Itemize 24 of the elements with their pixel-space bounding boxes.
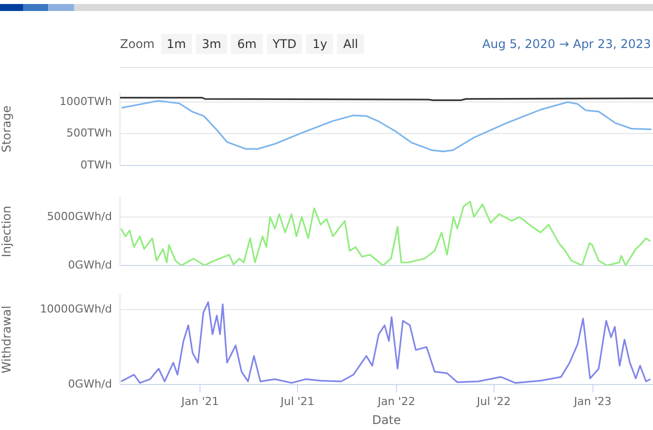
y-tick-label: 0GWh/d xyxy=(68,258,112,272)
y-tick-label: 0GWh/d xyxy=(68,377,112,390)
chart-subtitle: Aug 5, 2020 → Apr 23, 2023 xyxy=(482,37,651,51)
text: All xyxy=(337,34,364,54)
y-axis-title: Storage xyxy=(0,106,14,152)
text: 3m xyxy=(196,34,228,54)
text: YTD xyxy=(266,34,302,54)
y-tick-label: 5000GWh/d xyxy=(46,210,112,223)
y-tick-label: 0TWh xyxy=(80,158,112,172)
x-tick-label: Jul '22 xyxy=(476,394,511,408)
text: Zoom xyxy=(120,37,155,51)
text: 1y xyxy=(306,34,334,54)
y-axis-title: Withdrawal xyxy=(0,306,14,374)
text: 1m xyxy=(160,34,192,54)
y-axis-title: Injection xyxy=(0,206,14,258)
y-tick-label: 500TWh xyxy=(66,126,112,140)
x-tick-label: Jul '21 xyxy=(280,394,314,408)
text: 6m xyxy=(231,34,263,54)
x-tick-label: Jan '23 xyxy=(573,394,612,408)
y-tick-label: 10000GWh/d xyxy=(40,302,112,316)
x-tick-label: Jan '22 xyxy=(376,394,416,408)
x-tick-label: Jan '21 xyxy=(180,394,219,408)
x-axis-title: Date xyxy=(372,412,401,427)
y-tick-label: 1000TWh xyxy=(59,94,112,108)
